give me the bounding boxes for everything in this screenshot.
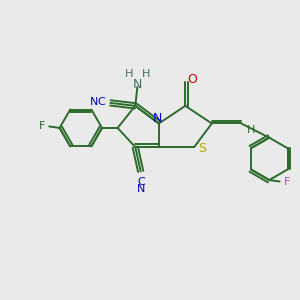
- Text: N: N: [153, 112, 162, 125]
- Text: F: F: [284, 177, 290, 187]
- Text: F: F: [39, 121, 46, 131]
- Text: C: C: [137, 177, 145, 187]
- Text: H: H: [141, 69, 150, 80]
- Text: C: C: [98, 97, 105, 107]
- Text: O: O: [187, 74, 197, 86]
- Text: H: H: [247, 125, 255, 135]
- Text: H: H: [125, 69, 133, 80]
- Text: N: N: [137, 184, 146, 194]
- Text: S: S: [198, 142, 206, 155]
- Text: N: N: [90, 97, 98, 107]
- Text: N: N: [133, 78, 142, 91]
